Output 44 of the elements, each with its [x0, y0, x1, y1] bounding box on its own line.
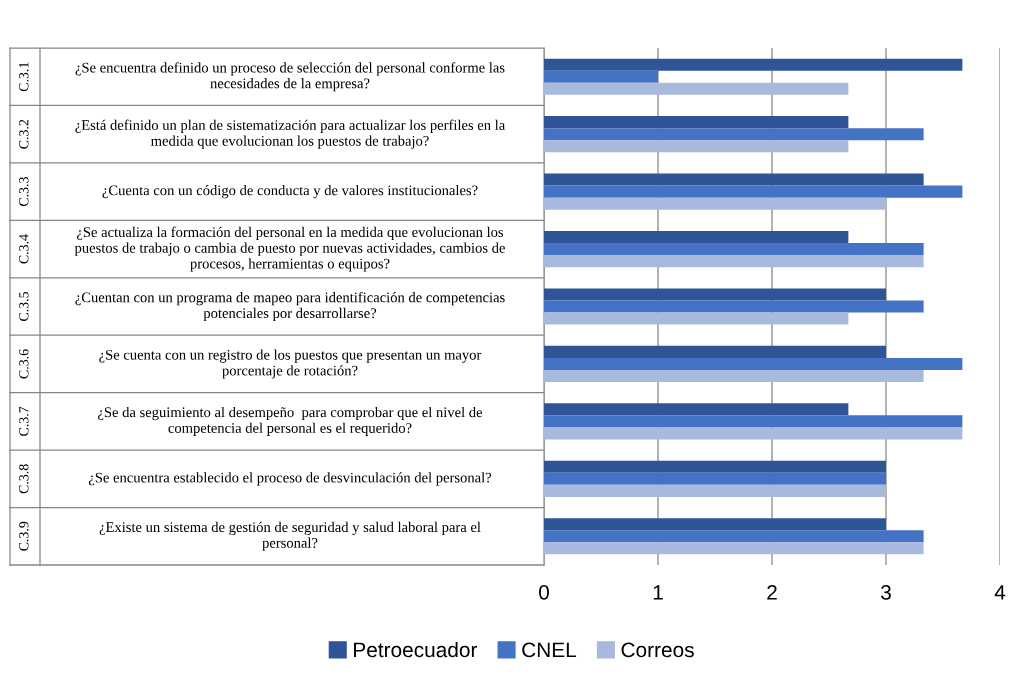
category-label: C.3.2 ¿Está definido un plan de sistematización para actualizar los perfiles en la medida que evolucionan los puestos de trabajo?: [19, 119, 506, 149]
bar: [544, 197, 886, 210]
bar: [544, 243, 924, 256]
x-tick-label: 4: [994, 585, 1006, 600]
category-label: C.3.6 ¿Se cuenta con un registro de los puestos que presentan un mayor porcentaje de rotación?: [19, 349, 482, 379]
x-tick-label: 1: [653, 585, 663, 600]
bar: [544, 288, 886, 301]
legend-label: Correos: [621, 642, 694, 658]
category-label: C.3.5 ¿Cuentan con un programa de mapeo para identificación de competencias potenciales por desarrollarse?: [19, 291, 505, 322]
bar: [544, 518, 886, 531]
bar: [544, 484, 886, 497]
bar: [544, 82, 849, 95]
bar: [544, 415, 963, 428]
bar: [544, 255, 924, 268]
category-label: C.3.9 ¿Existe un sistema de gestión de seguridad y salud laboral para el personal?: [19, 521, 481, 551]
bar: [544, 300, 924, 313]
bar: [544, 128, 924, 141]
bar: [544, 230, 849, 244]
category-label: C.3.4 ¿Se actualiza la formación del personal en la medida que evolucionan los puestos de trabajo o cambia de puesto por nuevas actividades, cambios de procesos, herramientas o equipos?: [19, 226, 505, 272]
bar: [544, 140, 849, 153]
bar: [544, 173, 924, 186]
category-label: C.3.1 ¿Se encuentra definido un proceso de selección del personal conforme las necesidades de la empresa?: [19, 62, 505, 92]
bar: [544, 472, 886, 485]
bar: [544, 542, 924, 555]
bar: [544, 345, 886, 358]
bar: [544, 403, 849, 416]
bar: [544, 70, 658, 83]
x-tick-label: 2: [767, 584, 777, 600]
legend-label: Petroecuador: [354, 641, 478, 658]
legend-label: CNEL: [522, 642, 577, 658]
category-label: C.3.7 ¿Se da seguimiento al desempeño para comprobar que el nivel de competencia del personal es el requerido?: [19, 406, 483, 436]
bar: [544, 116, 849, 129]
bar: [544, 312, 849, 325]
bar: [544, 185, 963, 198]
category-label: C.3.8 ¿Se encuentra establecido el proceso de desvinculación del personal?: [19, 464, 492, 494]
x-tick-label: 3: [881, 584, 891, 600]
bar: [544, 460, 886, 473]
category-label: C.3.3 ¿Cuenta con un código de conducta y de valores institucionales?: [19, 177, 478, 207]
bar: [544, 530, 924, 543]
bar: [544, 427, 963, 440]
x-tick-label: 0: [539, 584, 549, 600]
bar: [544, 58, 963, 71]
bar: [544, 369, 924, 383]
bar: [544, 357, 963, 370]
